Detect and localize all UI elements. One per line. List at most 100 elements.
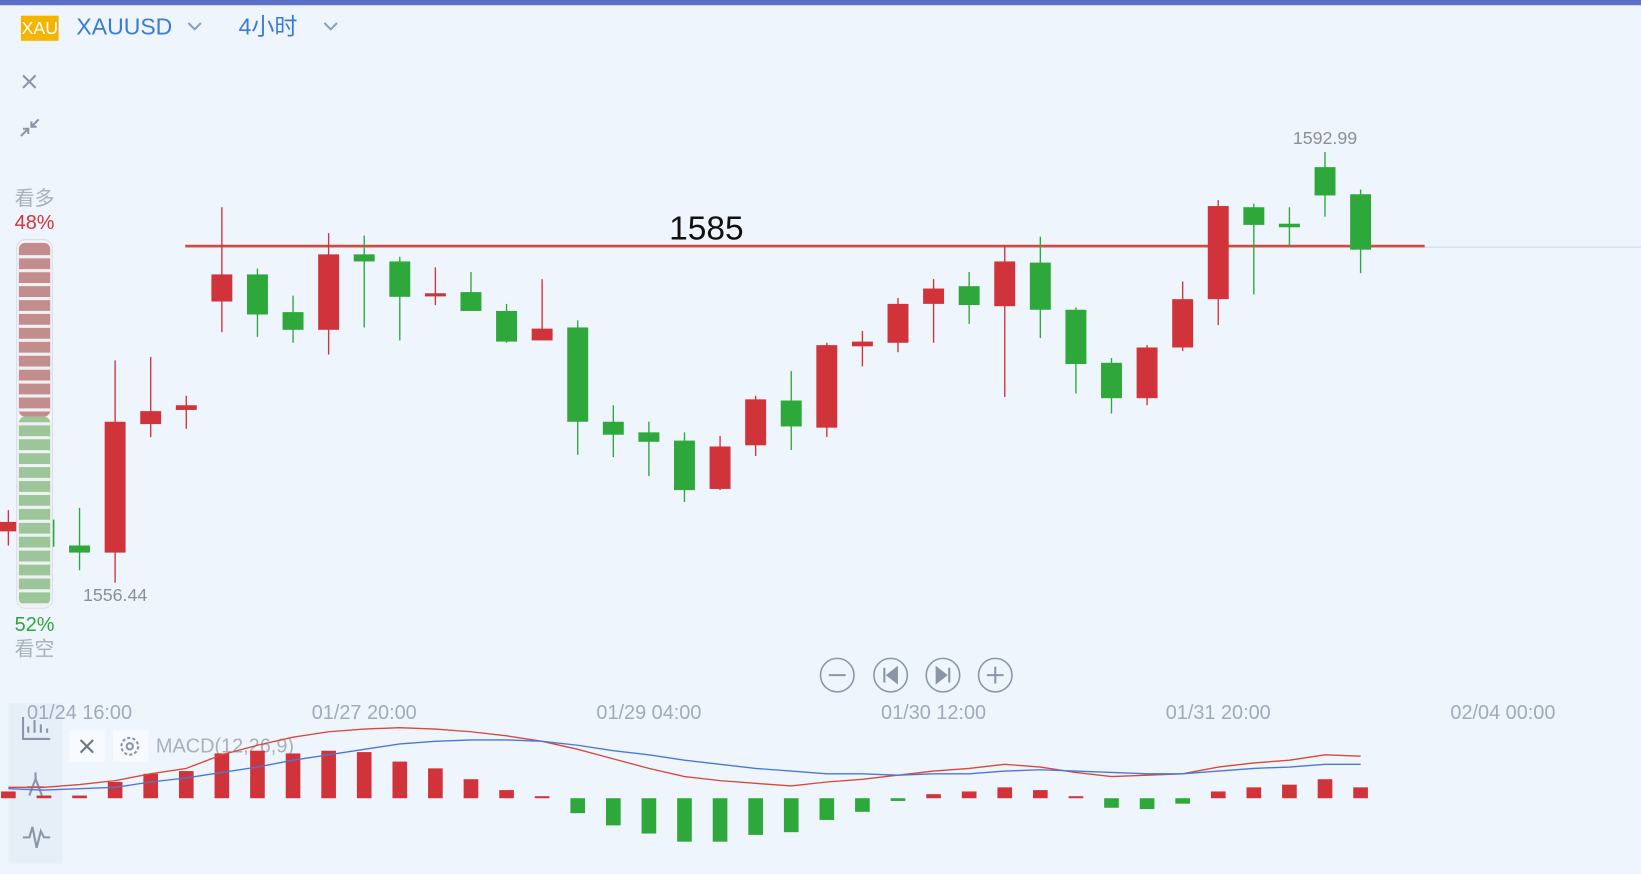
indicator-tool[interactable] xyxy=(21,716,51,741)
candle-body xyxy=(353,254,375,262)
macd-bar xyxy=(1139,798,1155,810)
macd-bar xyxy=(961,791,977,799)
close-button[interactable] xyxy=(22,74,37,89)
macd-bar xyxy=(677,798,692,842)
macd-bar xyxy=(428,768,443,799)
candle-body xyxy=(1065,309,1087,364)
macd-bar xyxy=(1282,784,1297,799)
candle-body xyxy=(816,345,838,428)
candle-body xyxy=(745,399,767,446)
macd-line xyxy=(8,739,1361,791)
macd-bar xyxy=(534,796,550,799)
candle-body xyxy=(424,293,446,297)
macd-bar xyxy=(819,798,835,820)
x-tick-label: 01/29 04:00 xyxy=(596,702,701,724)
candle-body xyxy=(496,310,518,342)
macd-bar xyxy=(1,791,16,799)
candle-body xyxy=(780,400,802,427)
candle-body xyxy=(1172,299,1194,348)
candle-body xyxy=(1029,262,1051,310)
symbol-dropdown[interactable] xyxy=(187,22,202,31)
candle-body xyxy=(602,421,624,435)
macd-bar xyxy=(1210,791,1226,799)
candle-body xyxy=(531,328,553,341)
macd-bar xyxy=(392,761,408,799)
macd-bar xyxy=(1033,790,1048,799)
macd-bar xyxy=(250,750,265,799)
badge-text: XAU xyxy=(21,18,58,38)
wave-tool[interactable] xyxy=(23,826,51,849)
macd-bar xyxy=(1068,796,1084,799)
candle-body xyxy=(887,303,909,343)
macd-close[interactable] xyxy=(79,739,94,754)
macd-line xyxy=(8,726,1361,789)
bear-value: 52% xyxy=(15,614,55,636)
macd-bar xyxy=(855,798,870,812)
macd-bar xyxy=(570,798,586,814)
x-tick-label: 01/27 20:00 xyxy=(312,702,417,724)
macd-bar xyxy=(36,795,52,799)
macd-bar xyxy=(748,798,763,835)
x-tick-label: 01/31 20:00 xyxy=(1166,702,1271,724)
zoom-in-icon xyxy=(986,666,1004,684)
macd-settings-box xyxy=(113,730,149,763)
navigation xyxy=(819,657,1013,693)
low-label: 1556.44 xyxy=(83,585,147,605)
candle-body xyxy=(211,274,233,302)
macd-bar xyxy=(463,779,479,799)
gauge-bull xyxy=(18,242,51,417)
candle-body xyxy=(460,292,482,311)
shrink-button[interactable] xyxy=(20,118,40,137)
macd-bar xyxy=(783,798,799,833)
candle-body xyxy=(1243,207,1265,225)
macd-settings-center xyxy=(125,742,134,751)
candle-body xyxy=(1101,362,1122,399)
candle-body xyxy=(1278,223,1300,228)
macd-bar xyxy=(214,753,230,799)
candle-body xyxy=(140,411,162,425)
candle-body xyxy=(104,421,126,553)
x-tick-label: 01/24 16:00 xyxy=(27,702,132,724)
candle-body xyxy=(923,288,945,304)
macd-bar xyxy=(1317,779,1333,799)
gauge-bear xyxy=(18,416,51,605)
macd-bar xyxy=(321,750,336,799)
candle-body xyxy=(1314,167,1336,196)
macd-bar xyxy=(605,798,621,826)
bull-label: 看多 xyxy=(15,188,55,210)
macd-bar xyxy=(712,798,728,842)
candle-body xyxy=(389,261,411,297)
macd-bar xyxy=(72,795,87,799)
candle-body xyxy=(567,327,589,422)
macd-settings[interactable] xyxy=(120,736,140,756)
bull-value: 48% xyxy=(15,212,55,234)
macd-bar xyxy=(178,771,194,799)
candle-body xyxy=(1207,206,1229,300)
candle-body xyxy=(0,521,19,532)
macd-bar xyxy=(356,752,372,799)
macd-bar xyxy=(499,790,514,799)
interval[interactable]: 4小时 xyxy=(239,13,298,39)
candle-body xyxy=(246,274,268,315)
candle-body xyxy=(1136,347,1158,399)
macd-bar xyxy=(641,798,657,834)
macd-bar xyxy=(285,753,301,799)
first-icon xyxy=(883,665,898,685)
candle-body xyxy=(282,312,304,330)
x-tick-label: 02/04 00:00 xyxy=(1450,702,1555,724)
candle-body xyxy=(994,261,1016,307)
symbol[interactable]: XAUUSD xyxy=(76,13,172,39)
macd-bar xyxy=(926,794,941,799)
high-label: 1592.99 xyxy=(1293,128,1357,148)
top-strip xyxy=(0,0,1641,6)
candle-body xyxy=(1350,194,1372,250)
symbol-badge xyxy=(20,15,59,41)
macd-bar xyxy=(890,798,906,801)
candle-body xyxy=(851,341,873,347)
interval-dropdown[interactable] xyxy=(323,22,338,31)
candle-body xyxy=(69,545,90,553)
candle-body xyxy=(318,254,340,330)
